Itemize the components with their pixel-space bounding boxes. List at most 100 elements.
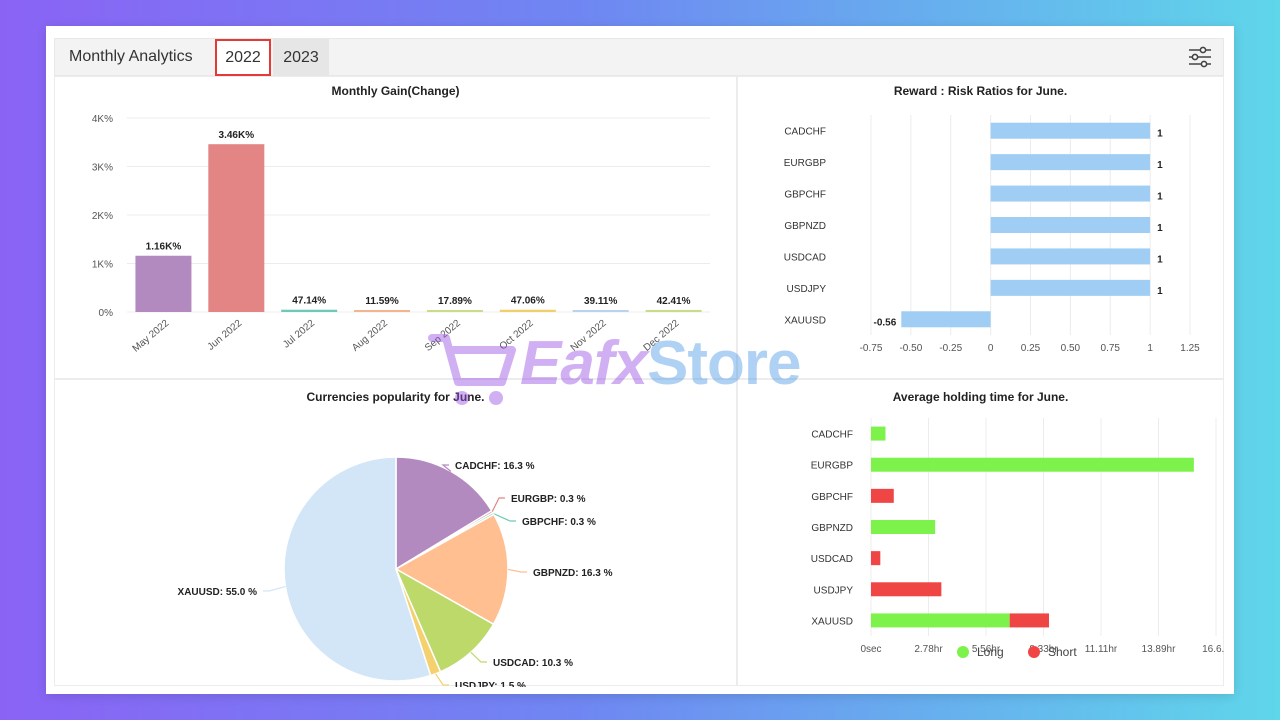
short-bar bbox=[1009, 613, 1049, 628]
monthly-gain-panel: Monthly Gain(Change) 0% 1K% 2K% 3K% 4K% 1.16K… bbox=[54, 76, 737, 379]
x-tick-label: -0.50 bbox=[899, 343, 922, 354]
x-tick-label: 0.25 bbox=[1021, 343, 1041, 354]
monthly-gain-title: Monthly Gain(Change) bbox=[331, 84, 460, 98]
gain-bar bbox=[354, 310, 411, 312]
pie-data-label: CADCHF: 16.3 % bbox=[455, 461, 535, 472]
y-category-label: USDCAD bbox=[811, 554, 853, 565]
y-tick-label: 2K% bbox=[92, 211, 113, 222]
ratio-bar bbox=[990, 122, 1151, 139]
x-tick-label: 0sec bbox=[860, 644, 881, 655]
legend-short[interactable]: Short bbox=[1028, 645, 1077, 659]
y-category-label: XAUUSD bbox=[811, 616, 853, 627]
analytics-header: Monthly Analytics 2022 2023 bbox=[54, 38, 1224, 76]
gain-data-label: 39.11% bbox=[584, 296, 617, 307]
y-category-label: EURGBP bbox=[811, 461, 854, 472]
gain-data-label: 3.46K% bbox=[219, 130, 255, 141]
gain-bar bbox=[645, 309, 702, 312]
x-tick-label: Dec 2022 bbox=[642, 318, 682, 354]
x-tick-label: 11.11hr bbox=[1085, 644, 1118, 655]
y-category-label: EURGBP bbox=[784, 158, 827, 169]
y-category-label: XAUUSD bbox=[784, 315, 826, 326]
x-tick-label: 0.50 bbox=[1061, 343, 1081, 354]
ratio-bar bbox=[990, 154, 1151, 171]
x-tick-label: 0.75 bbox=[1101, 343, 1121, 354]
short-bar bbox=[871, 582, 942, 597]
pie-slice bbox=[394, 567, 495, 673]
legend-short-dot bbox=[1028, 646, 1040, 658]
long-bar bbox=[871, 520, 936, 534]
gain-data-label: 1.16K% bbox=[146, 242, 182, 253]
pie-leader-line bbox=[493, 512, 516, 522]
short-bar bbox=[871, 488, 894, 503]
y-category-label: GBPNZD bbox=[784, 221, 826, 232]
ratio-bar bbox=[990, 279, 1151, 296]
gain-data-label: 42.41% bbox=[657, 296, 691, 307]
x-tick-label: 2.78hr bbox=[914, 644, 943, 655]
y-tick-label: 3K% bbox=[92, 163, 113, 174]
pie-data-label: EURGBP: 0.3 % bbox=[511, 494, 586, 505]
x-tick-label: 13.89hr bbox=[1142, 644, 1177, 655]
legend-long-dot bbox=[957, 646, 969, 658]
gain-data-label: 47.14% bbox=[292, 296, 326, 307]
y-category-label: CADCHF bbox=[784, 127, 826, 138]
y-category-label: GBPNZD bbox=[811, 523, 853, 534]
y-category-label: GBPCHF bbox=[811, 492, 853, 503]
x-tick-label: 1 bbox=[1147, 343, 1153, 354]
page-title: Monthly Analytics bbox=[69, 48, 193, 65]
x-tick-label: Nov 2022 bbox=[569, 318, 609, 354]
gain-data-label: 47.06% bbox=[511, 296, 545, 307]
pie-leader-line bbox=[491, 497, 505, 512]
x-tick-label: 0 bbox=[988, 343, 994, 354]
ratio-data-label: 1 bbox=[1157, 192, 1163, 203]
tab-2022[interactable]: 2022 bbox=[215, 39, 271, 76]
pie-data-label: USDJPY: 1.5 % bbox=[455, 681, 526, 687]
gain-bar bbox=[426, 310, 483, 312]
y-category-label: GBPCHF bbox=[784, 190, 826, 201]
sliders-icon[interactable] bbox=[1187, 45, 1213, 69]
gain-bar bbox=[208, 144, 265, 312]
pie-leader-line bbox=[263, 585, 286, 592]
popularity-panel: Currencies popularity for June. CADCHF: … bbox=[54, 379, 737, 692]
y-category-label: USDJPY bbox=[814, 585, 854, 596]
x-tick-label: -0.75 bbox=[860, 343, 883, 354]
y-category-label: CADCHF bbox=[811, 430, 853, 441]
ratio-data-label: 1 bbox=[1157, 286, 1163, 297]
pie-leader-line bbox=[470, 651, 487, 663]
ratio-bar bbox=[990, 185, 1151, 202]
popularity-pie-chart: CADCHF: 16.3 % EURGBP: 0.3 % GBPCHF: 0.3 %… bbox=[178, 456, 613, 692]
long-bar bbox=[871, 613, 1010, 628]
ratio-data-label: -0.56 bbox=[874, 317, 897, 328]
pie-leader-line bbox=[507, 568, 527, 573]
x-tick-label: -0.25 bbox=[939, 343, 962, 354]
ratio-data-label: 1 bbox=[1157, 129, 1163, 140]
legend-long-label: Long bbox=[977, 645, 1004, 659]
x-tick-label: Oct 2022 bbox=[498, 318, 536, 353]
ratio-data-label: 1 bbox=[1157, 160, 1163, 171]
legend-short-label: Short bbox=[1048, 645, 1077, 659]
gain-bar bbox=[572, 310, 629, 312]
holding-title: Average holding time for June. bbox=[892, 390, 1069, 404]
x-tick-label: 16.6... bbox=[1202, 644, 1225, 655]
ratio-data-label: 1 bbox=[1157, 254, 1163, 265]
x-tick-label: 1.25 bbox=[1180, 343, 1200, 354]
gain-bar bbox=[499, 309, 556, 312]
tab-2023[interactable]: 2023 bbox=[273, 39, 329, 76]
reward-risk-chart: -0.75 -0.50 -0.25 0 0.25 0.50 0.75 1 1.25 CADCHF 1… bbox=[784, 115, 1200, 354]
gain-bar bbox=[281, 309, 338, 312]
x-tick-label: Jun 2022 bbox=[206, 318, 245, 353]
y-tick-label: 0% bbox=[99, 308, 114, 319]
y-tick-label: 1K% bbox=[92, 260, 113, 271]
popularity-title: Currencies popularity for June. bbox=[306, 390, 485, 404]
legend-long[interactable]: Long bbox=[957, 645, 1004, 659]
x-tick-label: 5.56hr bbox=[972, 644, 1001, 655]
pie-leader-line bbox=[435, 673, 449, 686]
gain-data-label: 11.59% bbox=[365, 296, 398, 307]
x-tick-label: May 2022 bbox=[131, 318, 172, 355]
x-tick-label: Sep 2022 bbox=[423, 318, 463, 354]
monthly-gain-chart: 0% 1K% 2K% 3K% 4K% 1.16K% May 2022 3.46K% Jun 20… bbox=[92, 114, 710, 355]
gain-data-label: 17.89% bbox=[438, 296, 472, 307]
analytics-card: Monthly Analytics 2022 2023 Monthly Gain… bbox=[46, 26, 1234, 694]
x-tick-label: 8.33hr bbox=[1029, 644, 1058, 655]
pie-data-label: USDCAD: 10.3 % bbox=[493, 658, 573, 669]
pie-slice bbox=[394, 513, 509, 626]
